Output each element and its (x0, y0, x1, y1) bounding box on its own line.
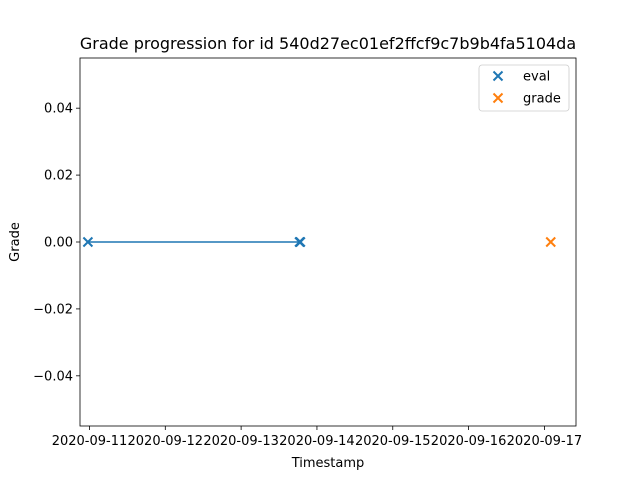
y-tick-label: 0.04 (44, 102, 73, 117)
y-tick-label: 0.02 (44, 169, 73, 184)
x-tick-label: 2020-09-14 (279, 434, 355, 449)
legend-marker-grade (492, 92, 504, 104)
x-tick-label: 2020-09-12 (128, 434, 204, 449)
x-tick-label: 2020-09-13 (203, 434, 279, 449)
data-point-eval (295, 236, 306, 248)
y-tick-label: 0.00 (44, 236, 73, 251)
legend-box (478, 64, 570, 112)
x-tick-label: 2020-09-17 (507, 434, 583, 449)
legend-label-eval: eval (523, 70, 550, 85)
plot-frame (79, 57, 577, 427)
data-point-eval (82, 236, 94, 248)
legend-marker-eval (492, 70, 504, 82)
data-point-grade (545, 236, 556, 248)
x-tick-label: 2020-09-16 (431, 434, 507, 449)
legend-label-grade: grade (523, 92, 561, 107)
x-tick-label: 2020-09-11 (52, 434, 128, 449)
legend: eval grade (478, 64, 570, 112)
y-tick-label: −0.02 (33, 302, 73, 317)
chart-title: Grade progression for id 540d27ec01ef2ff… (80, 34, 576, 53)
x-axis-label: Timestamp (291, 456, 365, 471)
y-tick-label: −0.04 (33, 369, 73, 384)
x-tick-label: 2020-09-15 (355, 434, 431, 449)
y-axis-label: Grade (8, 222, 23, 262)
